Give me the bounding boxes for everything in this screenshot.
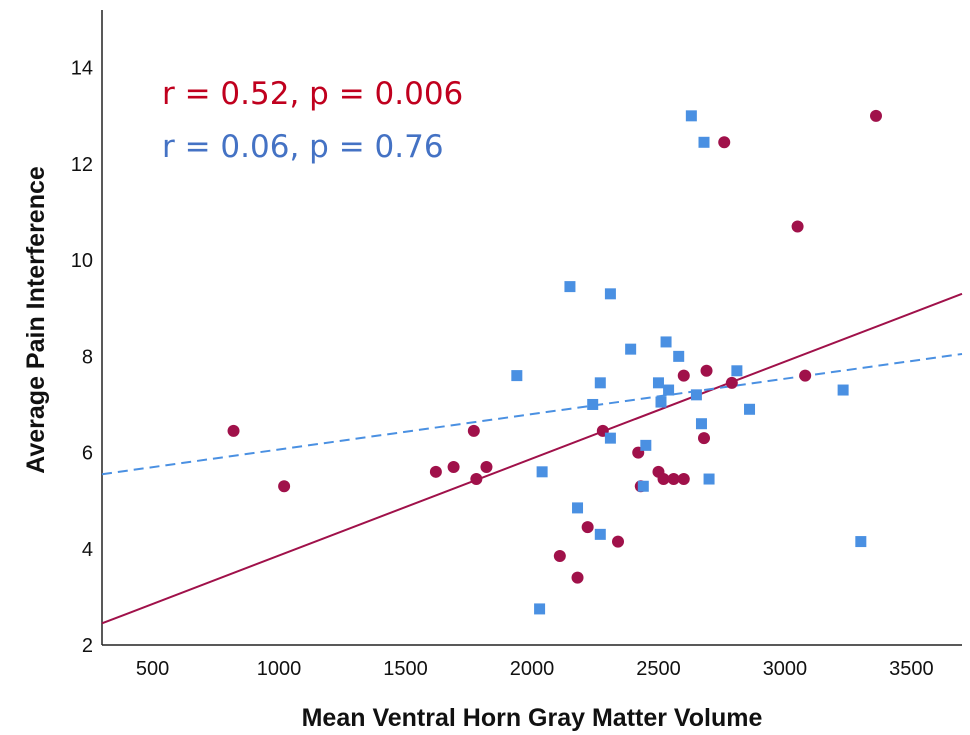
square-data-point <box>837 384 849 396</box>
circle-data-point <box>278 480 291 493</box>
axes <box>101 10 962 646</box>
circle-data-point <box>700 364 713 377</box>
circle-data-point <box>698 432 710 445</box>
square-data-point <box>652 377 664 389</box>
circle-data-point <box>791 220 804 233</box>
square-data-point <box>604 432 616 444</box>
circle-data-point <box>677 369 690 382</box>
square-data-point <box>564 281 576 293</box>
circle-data-point <box>227 424 240 437</box>
circle-data-point <box>612 535 624 548</box>
y-tick-label: 12 <box>71 154 93 176</box>
square-data-point <box>695 418 707 430</box>
square-data-point <box>637 480 649 492</box>
y-tick-label: 2 <box>82 635 93 657</box>
square-data-point <box>685 110 697 122</box>
square-data-point <box>698 136 710 148</box>
square-data-point <box>572 502 584 514</box>
circle-data-point <box>657 473 670 486</box>
x-tick-label: 1500 <box>383 658 428 680</box>
square-data-point <box>604 288 616 300</box>
square-data-point <box>660 336 672 348</box>
circle-data-point <box>571 571 584 584</box>
x-tick-label: 500 <box>136 658 169 680</box>
square-data-point <box>744 403 756 415</box>
square-data-point <box>703 473 715 485</box>
circle-data-point <box>429 465 442 478</box>
square-data-point <box>534 603 546 615</box>
circle-data-point <box>447 461 460 474</box>
trendlines <box>101 292 963 625</box>
square-data-point <box>594 528 606 540</box>
y-axis-title: Average Pain Interference <box>22 166 50 474</box>
circle-data-point <box>799 369 812 382</box>
circle-data-point <box>480 461 493 474</box>
y-tick-label: 6 <box>82 443 93 465</box>
ticks: 500 1000 1500 2000 2500 3000 3500 2 4 6 8 10 12 14 <box>71 58 934 680</box>
y-tick-label: 8 <box>82 346 93 368</box>
data-points <box>227 109 882 615</box>
circle-data-point <box>725 376 738 389</box>
red-trendline <box>101 292 963 625</box>
circle-data-point <box>667 473 680 486</box>
circle-data-point <box>581 521 594 534</box>
correlation-annotation-blue: r = 0.06, p = 0.76 <box>162 129 444 165</box>
circle-data-point <box>467 424 480 437</box>
circle-data-point <box>718 136 731 149</box>
square-data-point <box>511 370 523 382</box>
y-tick-label: 10 <box>71 250 93 272</box>
x-tick-label: 1000 <box>257 658 302 680</box>
y-tick-label: 4 <box>82 539 93 561</box>
blue-trendline <box>101 352 963 476</box>
x-tick-label: 2500 <box>636 658 681 680</box>
square-data-point <box>625 343 637 355</box>
square-data-point <box>731 365 743 377</box>
x-tick-label: 3000 <box>763 658 808 680</box>
square-data-point <box>663 384 675 396</box>
square-data-point <box>587 398 599 410</box>
x-tick-label: 3500 <box>889 658 934 680</box>
circle-data-point <box>470 473 483 486</box>
x-axis-title: Mean Ventral Horn Gray Matter Volume <box>302 704 763 732</box>
circle-data-point <box>870 109 882 122</box>
y-tick-label: 14 <box>71 58 93 80</box>
square-data-point <box>690 389 702 401</box>
circle-data-point <box>553 550 566 563</box>
circle-data-point <box>677 473 690 486</box>
correlation-annotation-red: r = 0.52, p = 0.006 <box>162 76 463 112</box>
square-data-point <box>594 377 606 389</box>
square-data-point <box>536 466 548 478</box>
square-data-point <box>855 536 867 548</box>
square-data-point <box>655 396 667 408</box>
x-tick-label: 2000 <box>510 658 555 680</box>
square-data-point <box>640 439 652 451</box>
square-data-point <box>673 350 685 362</box>
